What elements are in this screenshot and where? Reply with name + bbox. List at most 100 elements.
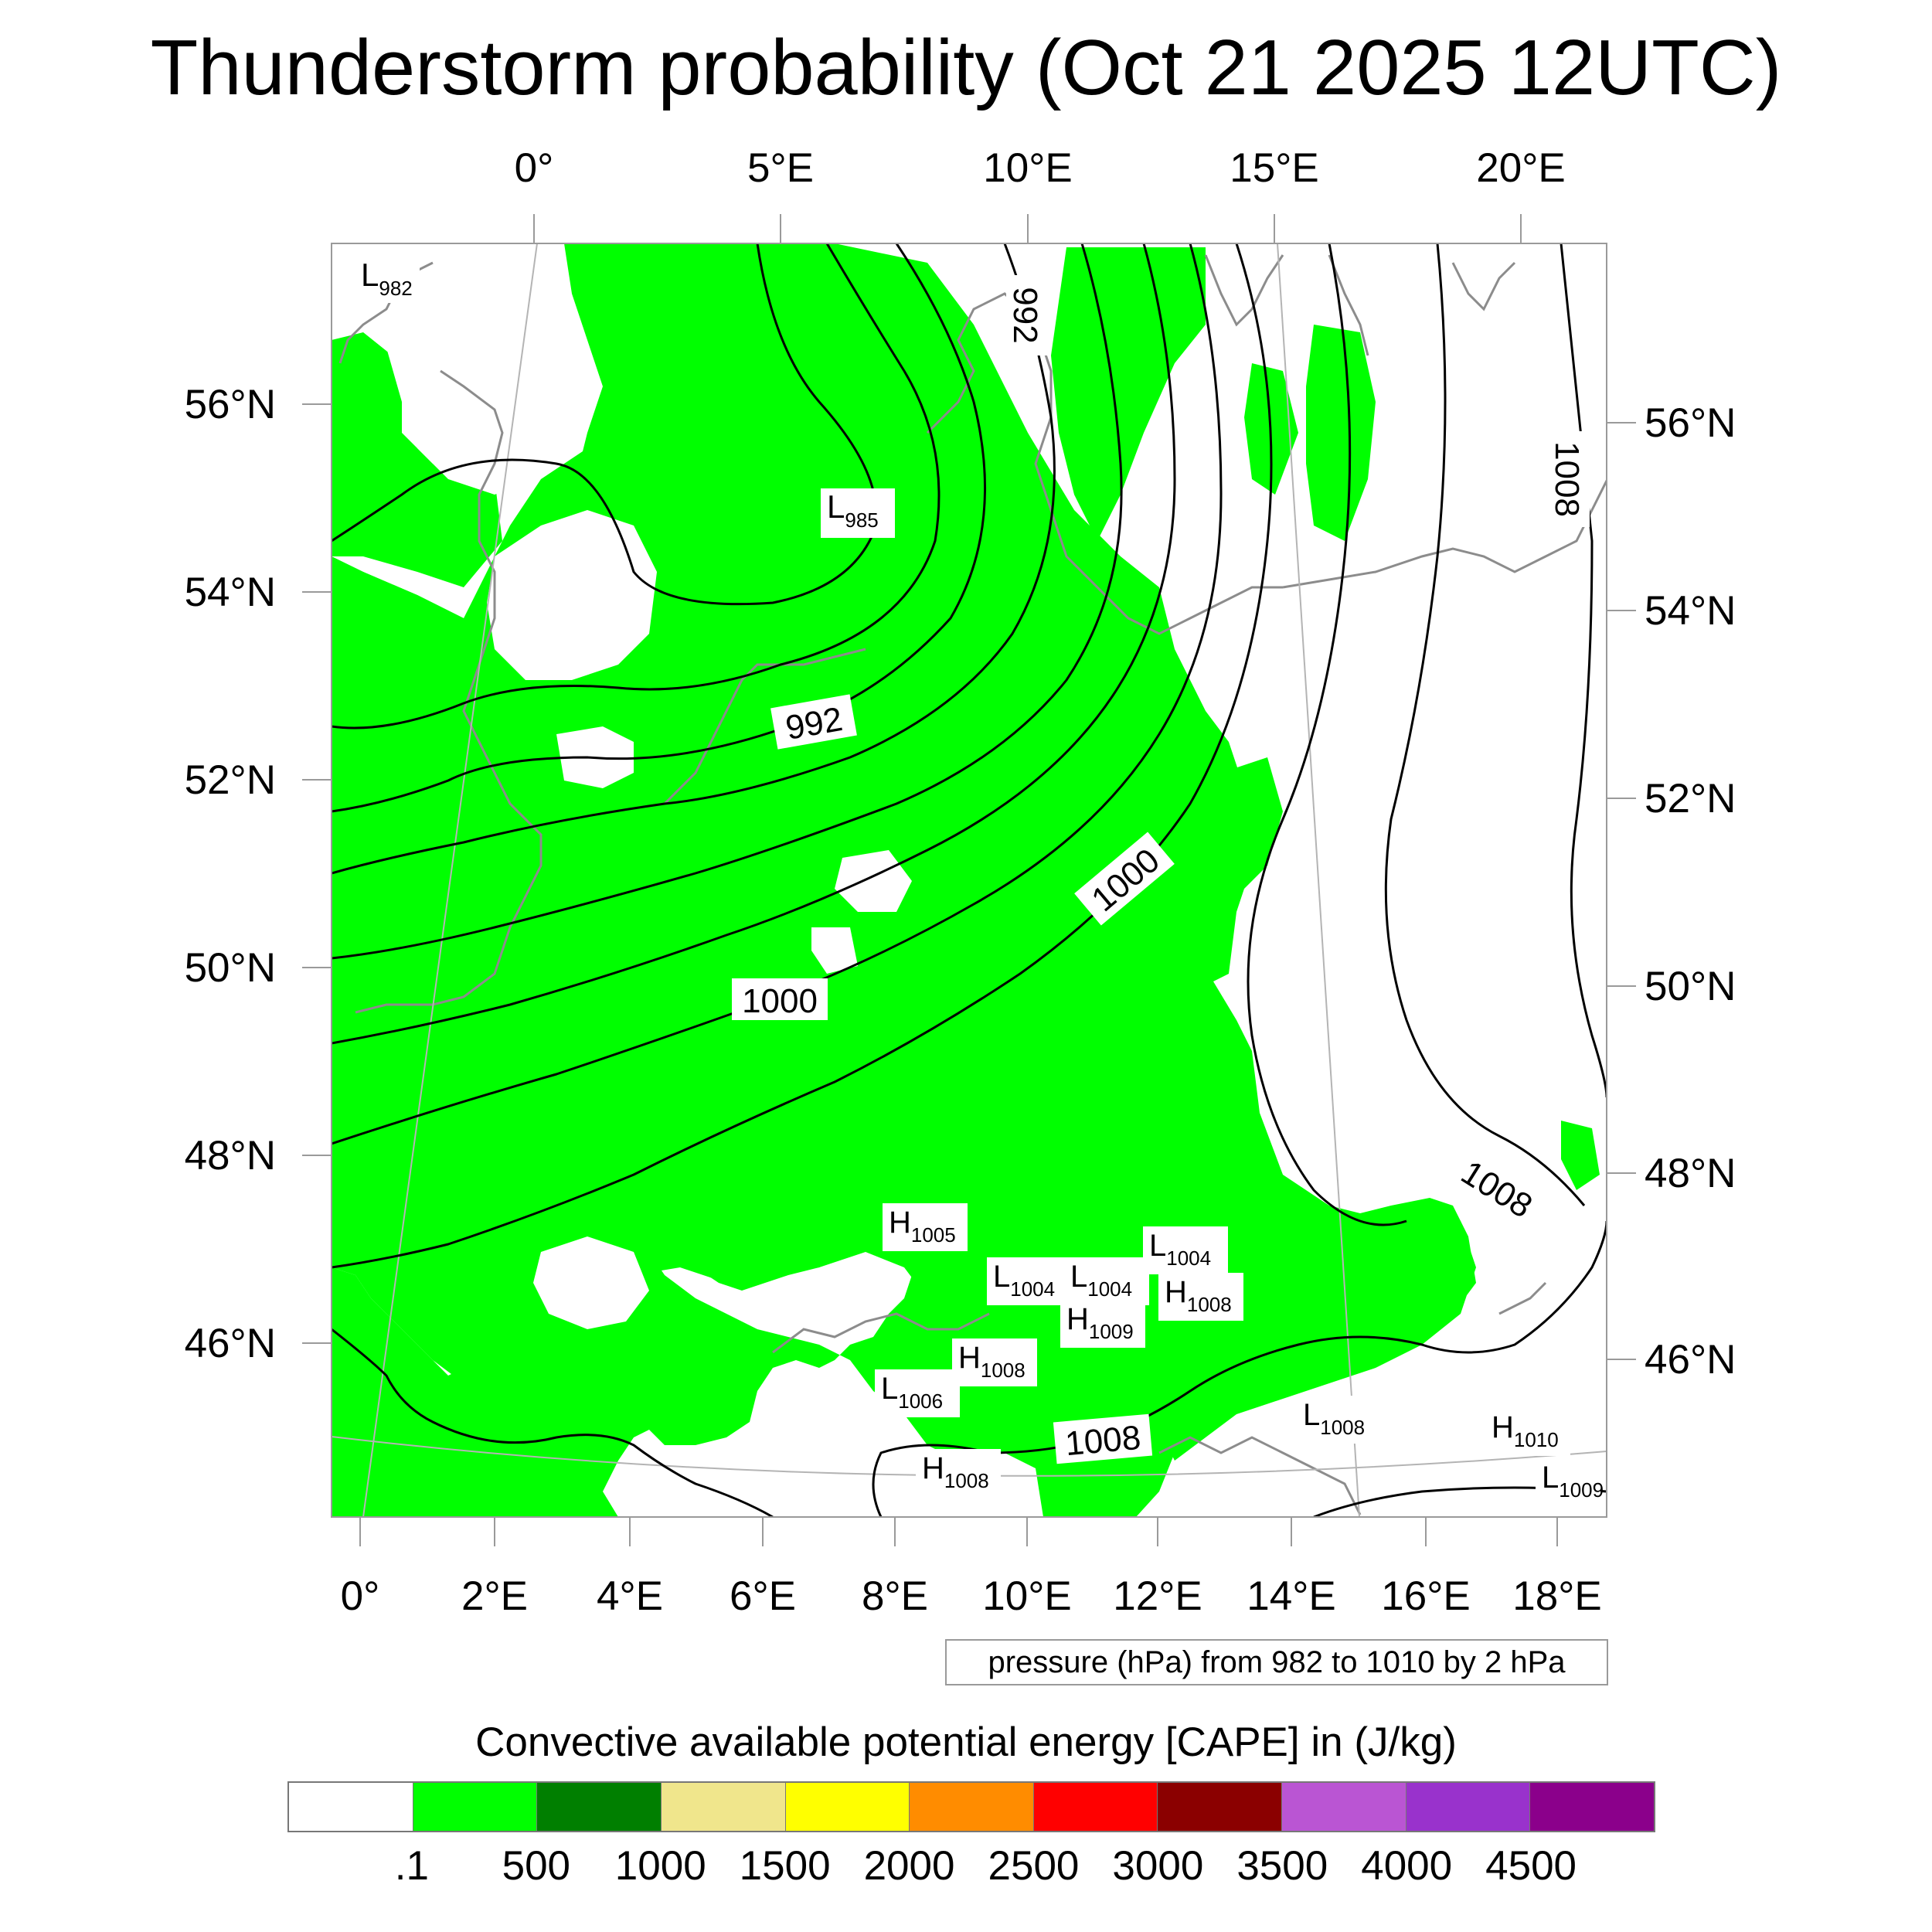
svg-text:H1008: H1008	[1165, 1275, 1232, 1316]
top-lon-label: 15°E	[1230, 145, 1319, 191]
colorbar-tick-label: 500	[502, 1843, 571, 1889]
colorbar-swatch	[910, 1783, 1034, 1831]
bottom-longitude-axis	[359, 1517, 1558, 1546]
colorbar-tick-label: 3500	[1236, 1843, 1328, 1889]
svg-text:H1008: H1008	[958, 1341, 1026, 1382]
left-latitude-axis	[302, 403, 332, 1344]
bottom-lon-label: 18°E	[1512, 1573, 1602, 1619]
pressure-center-value: 1004	[1010, 1277, 1055, 1301]
left-lat-label: 48°N	[185, 1133, 276, 1179]
bottom-lon-label: 2°E	[461, 1573, 528, 1619]
isobar-label: 1000	[742, 982, 818, 1020]
top-lon-label: 5°E	[747, 145, 814, 191]
colorbar-swatch	[1158, 1783, 1283, 1831]
pressure-center-type: H	[889, 1206, 911, 1240]
bottom-lon-label: 8°E	[862, 1573, 928, 1619]
colorbar-tick-label: .1	[394, 1843, 430, 1889]
map-plot-area	[332, 243, 1607, 1517]
pressure-center-type: H	[1492, 1410, 1514, 1444]
top-lon-label: 0°	[515, 145, 554, 191]
bottom-lon-label: 0°	[341, 1573, 380, 1619]
pressure-center-value: 982	[379, 277, 412, 300]
pressure-center-type: L	[1070, 1260, 1087, 1294]
pressure-center-type: H	[922, 1451, 944, 1485]
pressure-center-type: L	[993, 1260, 1010, 1294]
colorbar-tick-label: 2000	[863, 1843, 955, 1889]
pressure-center-type: H	[1165, 1275, 1187, 1309]
bottom-lon-label: 4°E	[597, 1573, 663, 1619]
pressure-center-value: 1006	[898, 1389, 943, 1413]
left-lat-label: 46°N	[185, 1321, 276, 1366]
plot-border	[331, 243, 1607, 1518]
map-title: Thunderstorm probability (Oct 21 2025 12…	[150, 25, 1782, 111]
svg-text:L1004: L1004	[1149, 1229, 1211, 1270]
top-lon-label: 10°E	[983, 145, 1073, 191]
pressure-center-value: 1008	[944, 1469, 989, 1492]
bottom-lon-label: 16°E	[1381, 1573, 1471, 1619]
colorbar-swatch	[1406, 1783, 1531, 1831]
pressure-center-value: 1009	[1559, 1478, 1604, 1502]
svg-text:L985: L985	[827, 488, 879, 532]
colorbar-swatch	[537, 1783, 662, 1831]
pressure-center-type: L	[1149, 1229, 1166, 1263]
pressure-center-value: 1004	[1166, 1247, 1211, 1270]
pressure-center-value: 1010	[1514, 1428, 1559, 1451]
pressure-center-type: H	[958, 1341, 981, 1375]
isobar-label: 1008	[1063, 1419, 1142, 1463]
pressure-center-type: L	[361, 257, 379, 293]
right-lat-label: 50°N	[1645, 964, 1736, 1009]
pressure-centers: L982 L985 H1005 L1004 L1004 L1004 H1008	[355, 257, 1604, 1506]
right-lat-label: 54°N	[1645, 588, 1736, 634]
left-lat-label: 50°N	[185, 945, 276, 991]
colorbar-swatch	[661, 1783, 786, 1831]
pressure-center-type: L	[1542, 1461, 1559, 1495]
left-lat-label: 54°N	[185, 570, 276, 615]
colorbar-swatch	[1033, 1783, 1158, 1831]
left-lat-label: 56°N	[185, 382, 276, 427]
bottom-lon-label: 14°E	[1247, 1573, 1336, 1619]
svg-text:L1004: L1004	[1070, 1260, 1132, 1301]
right-lat-label: 48°N	[1645, 1151, 1736, 1196]
pressure-center-type: L	[1303, 1398, 1320, 1432]
right-latitude-axis	[1607, 422, 1636, 1360]
right-lat-label: 52°N	[1645, 776, 1736, 821]
colorbar-tick-label: 2500	[988, 1843, 1080, 1889]
colorbar-swatch	[785, 1783, 910, 1831]
colorbar-swatch	[289, 1783, 413, 1831]
colorbar	[287, 1781, 1655, 1832]
pressure-center-value: 985	[845, 509, 878, 532]
pressure-center-value: 1009	[1089, 1320, 1134, 1343]
colorbar-tick-label: 1000	[614, 1843, 706, 1889]
pressure-center-type: L	[827, 488, 845, 525]
pressure-center-type: L	[881, 1372, 898, 1406]
svg-text:H1010: H1010	[1492, 1410, 1559, 1451]
colorbar-swatch	[1282, 1783, 1406, 1831]
colorbar-swatch	[413, 1783, 538, 1831]
pressure-center-value: 1008	[1187, 1293, 1232, 1316]
svg-text:L1008: L1008	[1303, 1398, 1365, 1439]
pressure-center-value: 1005	[911, 1223, 956, 1247]
svg-text:L1004: L1004	[993, 1260, 1055, 1301]
bottom-lon-label: 12°E	[1113, 1573, 1202, 1619]
colorbar-tick-label: 1500	[739, 1843, 831, 1889]
isobar-label: 1008	[1548, 441, 1586, 517]
colorbar-tick-label: 4500	[1485, 1843, 1577, 1889]
pressure-center-value: 1008	[981, 1359, 1026, 1382]
colorbar-title: Convective available potential energy [C…	[475, 1719, 1457, 1765]
coastlines	[338, 254, 1607, 1515]
colorbar-tick-label: 4000	[1361, 1843, 1453, 1889]
pressure-center-value: 1008	[1320, 1416, 1365, 1439]
top-longitude-axis	[533, 214, 1522, 243]
svg-text:L982: L982	[361, 257, 413, 300]
svg-text:L1006: L1006	[881, 1372, 943, 1413]
pressure-center-value: 1004	[1087, 1277, 1132, 1301]
left-lat-label: 52°N	[185, 757, 276, 803]
pressure-center-type: H	[1066, 1302, 1089, 1336]
contour-info-box: pressure (hPa) from 982 to 1010 by 2 hPa	[945, 1639, 1608, 1685]
svg-text:L1009: L1009	[1542, 1461, 1604, 1502]
cape-holes	[386, 247, 912, 1329]
colorbar-swatch	[1530, 1783, 1655, 1831]
colorbar-tick-labels: .1 500 1000 1500 2000 2500 3000 3500 4000 4500	[0, 1839, 1932, 1893]
colorbar-tick-label: 3000	[1112, 1843, 1204, 1889]
